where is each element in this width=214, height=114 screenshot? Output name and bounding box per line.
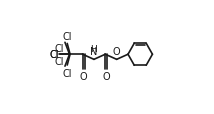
- Text: Cl: Cl: [62, 68, 72, 78]
- Text: Cl: Cl: [55, 56, 64, 66]
- Text: Cl: Cl: [55, 43, 64, 53]
- Text: Cl: Cl: [62, 31, 72, 41]
- Text: Cl: Cl: [50, 50, 59, 60]
- Text: N: N: [90, 47, 98, 57]
- Text: O: O: [80, 71, 87, 81]
- Text: H: H: [91, 45, 97, 54]
- Text: O: O: [113, 47, 120, 57]
- Text: O: O: [103, 71, 110, 81]
- Text: Cl: Cl: [49, 50, 59, 60]
